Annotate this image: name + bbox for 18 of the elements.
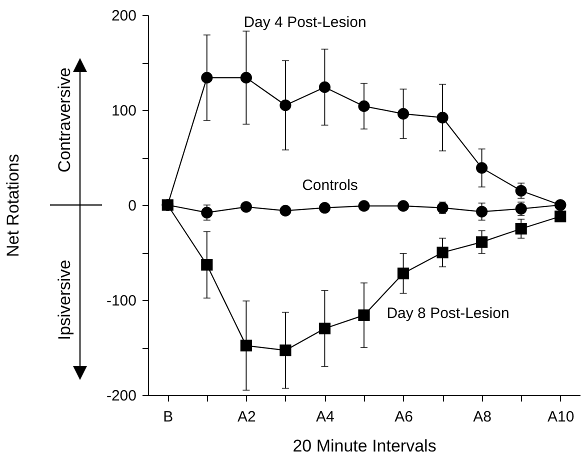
y-axis-title: Net Rotations xyxy=(4,154,22,257)
text: Contraversive xyxy=(55,68,74,172)
x-tick-label: A2 xyxy=(238,408,256,426)
y-tick-label: -100 xyxy=(106,292,136,310)
x-tick-label: A4 xyxy=(316,408,334,426)
y-tick-label: 0 xyxy=(128,198,136,214)
y-tick-label: 200 xyxy=(111,8,136,24)
x-tick-label: A10 xyxy=(548,408,574,426)
x-tick-label: A8 xyxy=(473,408,492,426)
series-label: Controls xyxy=(302,177,358,194)
x-tick-label: B xyxy=(163,408,174,426)
x-tick-label: A6 xyxy=(394,408,413,426)
series-label: Day 8 Post-Lesion xyxy=(386,305,510,322)
x-axis-title: 20 Minute Intervals xyxy=(292,436,436,456)
text: Day 4 Post-Lesion xyxy=(244,14,366,31)
text: Ipsiversive xyxy=(55,260,74,340)
y-tick-label: -200 xyxy=(106,388,136,404)
y-tick-label: 100 xyxy=(111,102,136,120)
